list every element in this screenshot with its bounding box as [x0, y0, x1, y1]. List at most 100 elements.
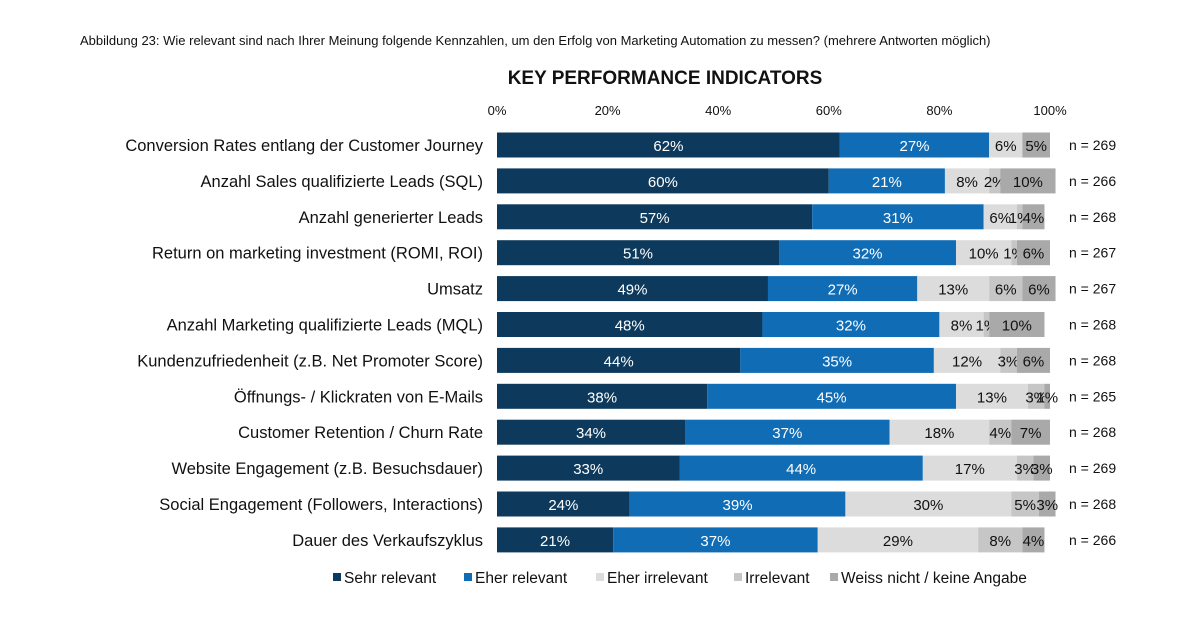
- sample-size-label: n = 268: [1069, 496, 1116, 512]
- bar-segment: [917, 276, 990, 302]
- bar-segment: [497, 347, 741, 373]
- sample-size-label: n = 266: [1069, 532, 1116, 548]
- bar-segment: [1027, 383, 1045, 409]
- bar-segment: [1038, 491, 1056, 517]
- bar-segment: [1000, 347, 1017, 373]
- data-label: 57%: [640, 210, 670, 227]
- bar-segment: [497, 383, 708, 409]
- bar-segment: [955, 240, 1012, 266]
- data-label: 6%: [995, 282, 1017, 299]
- bar-segment: [629, 491, 846, 517]
- legend-swatch: [333, 573, 341, 581]
- category-label: Anzahl Marketing qualifizierte Leads (MQ…: [167, 317, 483, 335]
- bar-segment: [497, 132, 840, 158]
- bar-segment: [762, 312, 940, 337]
- bar-segment: [933, 347, 1001, 373]
- data-label: 21%: [872, 174, 902, 191]
- figure-caption: Abbildung 23: Wie relevant sind nach Ihr…: [80, 33, 991, 48]
- data-label: 2%: [984, 174, 1006, 191]
- bar-segment: [1022, 276, 1056, 302]
- bar-segment: [497, 240, 780, 266]
- data-label: 37%: [772, 425, 802, 442]
- data-label: 38%: [587, 389, 617, 406]
- bar-segment: [812, 204, 984, 230]
- bar-segment: [939, 312, 984, 337]
- data-label: 4%: [989, 425, 1011, 442]
- data-label: 35%: [822, 353, 852, 370]
- bar-segment: [1022, 132, 1050, 158]
- data-label: 3%: [1036, 497, 1058, 514]
- sample-size-label: n = 267: [1069, 281, 1116, 297]
- category-label: Kundenzufriedenheit (z.B. Net Promoter S…: [137, 352, 483, 370]
- data-label: 48%: [615, 318, 645, 335]
- bar-segment: [1011, 491, 1039, 517]
- bar-segment: [497, 419, 686, 445]
- sample-size-label: n = 268: [1069, 424, 1116, 440]
- data-label: 3%: [1014, 461, 1036, 478]
- data-label: 32%: [852, 246, 882, 263]
- data-label: 13%: [938, 282, 968, 299]
- bar-segment: [922, 455, 1017, 481]
- bar-segment: [497, 276, 768, 302]
- bar-segment: [685, 419, 890, 445]
- data-label: 3%: [1031, 461, 1053, 478]
- data-label: 62%: [653, 138, 683, 155]
- data-label: 10%: [1002, 318, 1032, 335]
- bar-segment: [497, 455, 680, 481]
- legend-label: Eher irrelevant: [607, 570, 708, 587]
- sample-size-label: n = 268: [1069, 209, 1116, 225]
- bar-segment: [978, 527, 1023, 553]
- sample-size-label: n = 269: [1069, 137, 1116, 153]
- data-label: 60%: [648, 174, 678, 191]
- legend-label: Irrelevant: [745, 570, 810, 587]
- data-label: 24%: [548, 497, 578, 514]
- data-label: 34%: [576, 425, 606, 442]
- data-label: 21%: [540, 533, 570, 550]
- legend-label: Sehr relevant: [344, 570, 437, 587]
- data-label: 49%: [617, 282, 647, 299]
- x-tick-label: 20%: [595, 103, 621, 118]
- bar-segment: [679, 455, 923, 481]
- data-label: 10%: [969, 246, 999, 263]
- data-label: 6%: [1023, 353, 1045, 370]
- data-label: 45%: [817, 389, 847, 406]
- bar-segment: [989, 168, 1001, 194]
- category-label: Website Engagement (z.B. Besuchsdauer): [171, 460, 483, 478]
- bar-segment: [779, 240, 956, 266]
- x-tick-label: 100%: [1033, 103, 1067, 118]
- data-label: 5%: [1014, 497, 1036, 514]
- data-label: 8%: [951, 318, 973, 335]
- category-label: Umsatz: [427, 281, 483, 299]
- bar-segment: [845, 491, 1012, 517]
- legend-label: Eher relevant: [475, 570, 568, 587]
- legend-swatch: [830, 573, 838, 581]
- x-tick-label: 80%: [926, 103, 952, 118]
- category-label: Customer Retention / Churn Rate: [238, 424, 483, 442]
- sample-size-label: n = 268: [1069, 352, 1116, 368]
- bar-segment: [989, 132, 1023, 158]
- category-label: Conversion Rates entlang der Customer Jo…: [125, 137, 483, 155]
- bar-segment: [944, 168, 990, 194]
- data-label: 8%: [956, 174, 978, 191]
- bar-segment: [707, 383, 956, 409]
- bar-segment: [955, 383, 1028, 409]
- data-label: 4%: [1023, 533, 1045, 550]
- category-label: Social Engagement (Followers, Interactio…: [159, 496, 483, 514]
- bar-segment: [983, 312, 990, 337]
- data-label: 10%: [1013, 174, 1043, 191]
- data-label: 6%: [995, 138, 1017, 155]
- bar-segment: [497, 168, 829, 194]
- bar-segment: [983, 204, 1017, 230]
- bar-segment: [497, 491, 630, 517]
- bar-segment: [989, 419, 1012, 445]
- data-label: 18%: [924, 425, 954, 442]
- data-label: 6%: [989, 210, 1011, 227]
- sample-size-label: n = 269: [1069, 460, 1116, 476]
- category-label: Return on marketing investment (ROMI, RO…: [152, 245, 483, 263]
- bar-segment: [889, 419, 990, 445]
- category-label: Öffnungs- / Klickraten von E-Mails: [234, 388, 483, 406]
- data-label: 4%: [1023, 210, 1045, 227]
- sample-size-label: n = 266: [1069, 173, 1116, 189]
- bar-segment: [1016, 240, 1050, 266]
